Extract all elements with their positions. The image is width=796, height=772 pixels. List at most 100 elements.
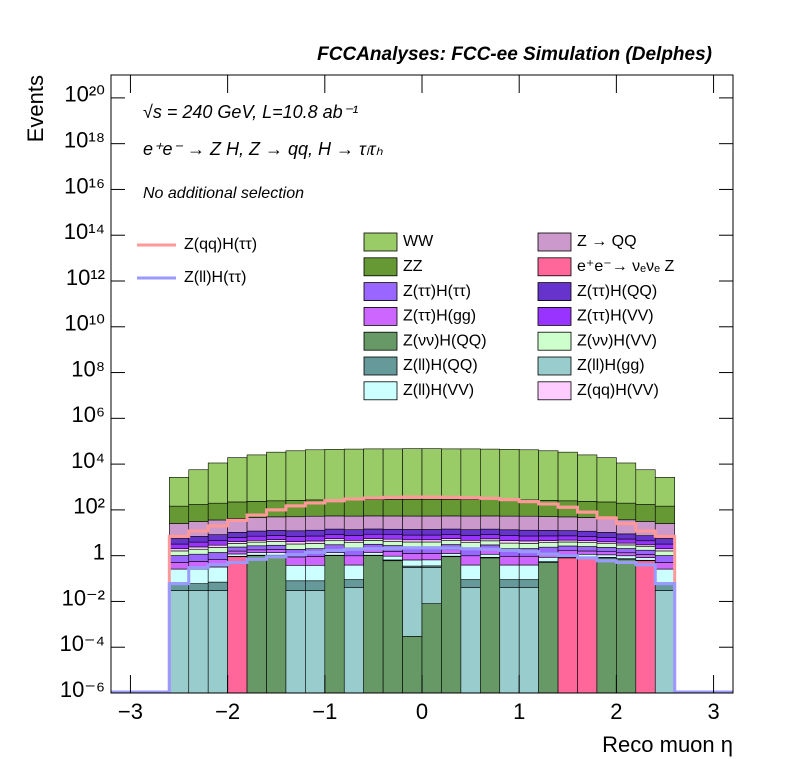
bar-segment <box>188 568 209 584</box>
annotation: No additional selection <box>143 185 304 202</box>
bar-segment <box>480 553 501 558</box>
bar-segment <box>227 501 248 519</box>
bar-segment <box>363 528 384 535</box>
legend-swatch <box>537 282 572 302</box>
bar-segment <box>266 541 287 546</box>
y-tick-label: 10²⁰ <box>64 82 105 107</box>
bar-segment <box>382 540 403 546</box>
bar-segment <box>227 532 248 538</box>
bar-segment <box>577 542 598 547</box>
bar-segment <box>538 542 559 548</box>
bar-segment <box>227 543 248 548</box>
bar-segment <box>305 590 326 694</box>
bar-segment <box>441 549 462 554</box>
bar-segment <box>480 499 501 517</box>
bar-segment <box>285 541 306 545</box>
bar-segment <box>577 501 598 518</box>
bar-segment <box>343 535 364 541</box>
annotation: e⁺e⁻ → Z H, Z → qq, H → τₗτₕ <box>143 139 383 159</box>
bar-segment <box>227 457 248 503</box>
bar-segment <box>577 546 598 552</box>
bar-segment <box>654 590 675 694</box>
legend-label: Z(ττ)H(ττ) <box>403 283 471 300</box>
bar-segment <box>207 552 228 560</box>
bar-segment <box>207 462 228 504</box>
legend-label: WW <box>403 233 434 250</box>
x-tick-label: −2 <box>215 699 240 724</box>
y-tick-label: 10¹⁴ <box>64 219 105 244</box>
legend-swatch <box>537 356 572 376</box>
bar-segment <box>654 543 675 550</box>
bar-segment <box>343 564 364 580</box>
bar-segment <box>227 537 248 542</box>
bar-segment <box>343 529 364 536</box>
bar-segment <box>616 533 637 540</box>
bar-segment <box>382 560 403 694</box>
bar-segment <box>402 567 423 637</box>
bar-segment <box>266 516 287 531</box>
bar-segment <box>654 538 675 545</box>
bar-segment <box>227 546 248 552</box>
bar-segment <box>169 477 190 507</box>
bar-segment <box>207 534 228 541</box>
bar-segment <box>596 532 617 538</box>
bar-segment <box>460 535 481 541</box>
bar-segment <box>285 564 306 582</box>
y-tick-label: 10¹⁸ <box>64 127 105 152</box>
legend-label: Z(ll)H(gg) <box>577 357 645 374</box>
legend-label: Z(ll)H(VV) <box>403 382 474 399</box>
bar-segment <box>363 552 384 556</box>
bar-segment <box>499 540 520 544</box>
bar-segment <box>363 448 384 500</box>
bar-segment <box>343 542 364 549</box>
x-tick-label: 2 <box>610 699 622 724</box>
bar-segment <box>518 535 539 542</box>
bar-segment <box>363 515 384 530</box>
bar-segment <box>596 501 617 519</box>
bar-segment <box>441 556 462 694</box>
bar-segment <box>266 451 287 502</box>
bar-segment <box>596 551 617 556</box>
bar-segment <box>343 448 364 500</box>
bar-segment <box>557 451 578 502</box>
legend-swatch <box>537 331 572 351</box>
y-tick-label: 10⁻⁶ <box>60 677 105 702</box>
bar-segment <box>169 505 190 524</box>
bar-segment <box>460 555 481 566</box>
bar-segment <box>421 553 442 561</box>
bar-segment <box>557 545 578 551</box>
bar-segment <box>324 528 345 535</box>
bar-segment <box>421 499 442 517</box>
bar-segment <box>324 552 345 556</box>
y-tick-label: 10¹⁶ <box>64 173 105 198</box>
bar-segment <box>441 528 462 535</box>
y-tick-label: 10⁶ <box>71 402 105 427</box>
y-tick-label: 10¹² <box>66 265 105 290</box>
bar-segment <box>285 450 306 501</box>
legend-label: Z(νν)H(VV) <box>577 332 657 349</box>
bar-segment <box>654 548 675 552</box>
bar-segment <box>480 528 501 535</box>
legend-swatch <box>537 381 572 401</box>
legend-label: Z(qq)H(VV) <box>577 382 659 399</box>
legend-swatch <box>363 331 398 351</box>
bar-segment <box>557 557 578 694</box>
bar-segment <box>324 515 345 530</box>
bar-segment <box>246 552 267 556</box>
legend-swatch <box>363 282 398 302</box>
bar-segment <box>577 517 598 532</box>
bar-segment <box>480 540 501 546</box>
legend-label: ZZ <box>403 258 423 275</box>
bar-segment <box>441 540 462 545</box>
bar-segment <box>188 521 209 537</box>
bar-segment <box>480 557 501 694</box>
bar-segment <box>577 530 598 537</box>
bar-segment <box>188 504 209 522</box>
bar-segment <box>382 534 403 540</box>
bar-segment <box>266 555 287 694</box>
bar-segment <box>169 538 190 545</box>
bar-segment <box>635 540 656 546</box>
bar-segment <box>538 516 559 531</box>
x-tick-label: 3 <box>707 699 719 724</box>
bar-segment <box>616 552 637 557</box>
